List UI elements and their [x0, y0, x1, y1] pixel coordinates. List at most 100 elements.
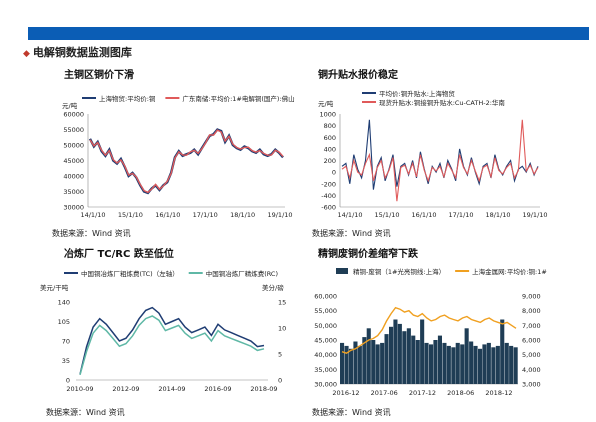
panel-3-source: 数据来源：Wind 资讯: [46, 408, 125, 417]
c3-bar-32: [482, 344, 487, 384]
c3-bar-20: [429, 344, 434, 384]
c3-bar-3: [353, 341, 358, 384]
c3-y-left-tick-3: 45,000: [314, 337, 337, 345]
c0-y-tick-6: 60000: [63, 111, 84, 119]
c3-bar-38: [509, 345, 514, 384]
c3-bar-10: [384, 334, 389, 384]
c3-bar-23: [442, 342, 447, 384]
c1-x-tick-1: 15/1/10: [374, 211, 399, 219]
c3-bar-13: [397, 323, 402, 384]
panel-4-source: 数据来源：Wind 资讯: [312, 408, 391, 417]
c3-bar-29: [469, 341, 474, 384]
c3-bar-25: [451, 347, 456, 384]
c3-bar-11: [389, 326, 394, 384]
c2-x-tick-2: 2014-09: [158, 385, 185, 393]
c3-bar-7: [371, 340, 376, 384]
c3-bar-2: [348, 348, 353, 384]
panel-1-source: 数据来源：Wind 资讯: [52, 229, 131, 238]
c1-y-tick-2: -200: [321, 180, 336, 188]
chart-refined-scrap-spread: 30,000 35,000 40,000 45,000 50,000 55,000 60,0…: [314, 267, 547, 397]
c3-y-left-tick-0: 30,000: [314, 381, 337, 389]
section-title: ◆ 电解铜数据监测图库: [23, 46, 132, 59]
c3-bar-34: [491, 347, 496, 384]
c2-right-unit: 美分/磅: [262, 283, 284, 292]
panel-3-title: 冶炼厂 TC/RC 跌至低位: [64, 249, 174, 260]
c1-x-tick-4: 18/1/10: [485, 211, 510, 219]
c2-x-tick-3: 2016-09: [204, 385, 231, 393]
c2-y-left-tick-4: 140: [58, 299, 70, 307]
c3-bar-1: [344, 345, 349, 384]
c1-y-tick-5: 400: [324, 145, 336, 153]
c2-series-line-1: [79, 315, 265, 376]
c2-x-tick-0: 2010-09: [66, 385, 93, 393]
c2-legend-label-1: 中国铜冶炼厂精炼费(RC): [206, 269, 278, 278]
c3-bar-26: [455, 342, 460, 384]
c3-y-right-tick-0: 3,000: [522, 381, 541, 389]
c3-bar-37: [504, 342, 509, 384]
c2-y-left-tick-1: 35: [62, 357, 70, 365]
panel-2-source: 数据来源：Wind 资讯: [312, 229, 391, 238]
c0-y-tick-1: 35000: [63, 188, 84, 196]
c1-series-line-0: [341, 119, 539, 190]
header-bar: [28, 27, 589, 40]
c2-y-right-tick-3: 15: [278, 299, 286, 307]
c3-bar-18: [420, 319, 425, 384]
c1-y-tick-7: 800: [324, 122, 336, 130]
c3-bar-28: [464, 328, 469, 384]
c0-y-tick-5: 55000: [63, 126, 84, 134]
c3-bar-12: [393, 319, 398, 384]
c3-bar-14: [402, 331, 407, 384]
c1-legend-label-0: 平均价:铜升贴水:上海物贸: [379, 89, 455, 98]
c3-bar-0: [340, 342, 345, 384]
c0-legend-label-0: 上海物贸:平均价:铜: [99, 94, 156, 103]
c2-y-left-tick-2: 70: [62, 338, 70, 346]
c3-x-tick-3: 2018-06: [447, 389, 474, 397]
c1-x-tick-0: 14/1/10: [337, 211, 362, 219]
c3-series-line-1: [341, 306, 517, 354]
c2-y-right-tick-0: 0: [278, 377, 282, 385]
c3-bar-27: [460, 344, 465, 384]
diamond-icon: ◆: [23, 49, 30, 59]
c3-bar-22: [437, 335, 442, 384]
c3-y-right-tick-6: 9,000: [522, 293, 541, 301]
c3-legend-label-1: 上海金属网:平均价:铜:1#: [472, 267, 547, 276]
c1-y-tick-0: -600: [321, 204, 336, 212]
c1-x-tick-2: 16/1/10: [411, 211, 436, 219]
panel-4-title: 精铜废铜价差缩窄下跌: [318, 249, 418, 260]
c3-y-left-tick-2: 40,000: [314, 351, 337, 359]
c0-y-tick-2: 40000: [63, 173, 84, 181]
c2-y-right-tick-2: 10: [278, 325, 286, 333]
c3-bar-30: [473, 345, 478, 384]
c3-y-right-tick-3: 6,000: [522, 337, 541, 345]
c3-legend-swatch-0: [336, 268, 348, 274]
chart-tc-rc: 美元/干吨 美分/磅 0 35 70 105 140 0 5 10 15 2010-09 2012-09…: [40, 269, 286, 393]
c2-y-left-tick-3: 105: [58, 318, 70, 326]
c0-y-tick-0: 30000: [63, 204, 84, 212]
panel-1-title: 主铜区铜价下滑: [64, 70, 134, 81]
c3-bar-17: [415, 340, 420, 384]
c3-bar-21: [433, 340, 438, 384]
c0-y-tick-3: 45000: [63, 157, 84, 165]
c0-x-tick-1: 15/1/10: [118, 211, 143, 219]
c1-series-line-1: [341, 119, 539, 202]
c0-x-tick-0: 14/1/10: [80, 211, 105, 219]
c3-x-tick-4: 2018-12: [485, 389, 512, 397]
c0-x-tick-3: 17/1/10: [193, 211, 218, 219]
c3-bar-33: [486, 342, 491, 384]
c3-y-left-tick-6: 60,000: [314, 293, 337, 301]
c3-x-tick-1: 2017-06: [371, 389, 398, 397]
c3-y-right-tick-1: 4,000: [522, 366, 541, 374]
c3-y-left-tick-4: 50,000: [314, 322, 337, 330]
c3-bar-19: [424, 342, 429, 384]
c3-bar-9: [380, 342, 385, 384]
c2-x-tick-1: 2012-09: [112, 385, 139, 393]
chart-premium-discount: 元/吨 -600 -400 -200 0 200 400 600 800 1000 14/1/10 1…: [318, 89, 548, 219]
c0-series-line-1: [89, 129, 284, 194]
c0-x-tick-2: 16/1/10: [155, 211, 180, 219]
c2-legend-label-0: 中国铜冶炼厂粗炼费(TC)（左轴）: [81, 269, 179, 278]
c1-x-tick-3: 17/1/10: [448, 211, 473, 219]
c3-bar-31: [478, 348, 483, 384]
c3-y-right-tick-2: 5,000: [522, 351, 541, 359]
c3-bar-15: [406, 328, 411, 384]
c3-bar-35: [495, 345, 500, 384]
